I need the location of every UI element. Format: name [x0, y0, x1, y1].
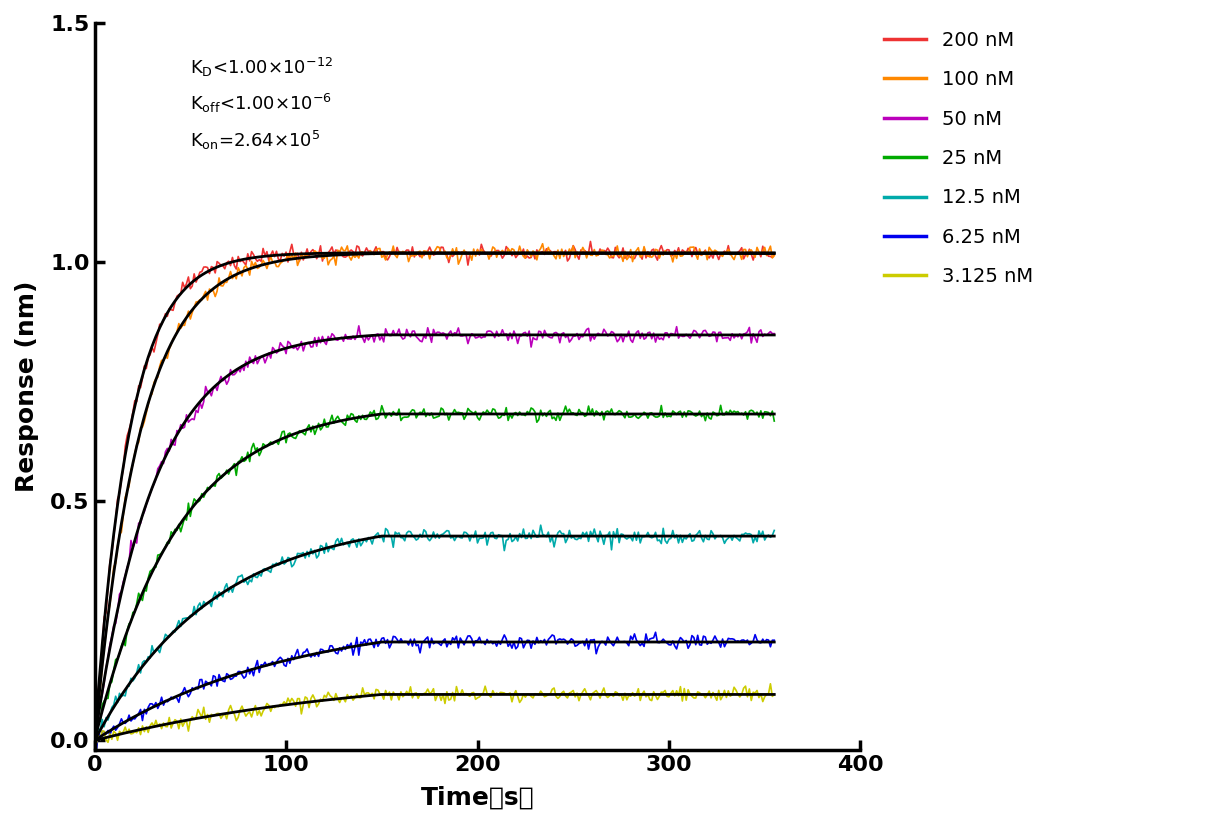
Legend: 200 nM, 100 nM, 50 nM, 25 nM, 12.5 nM, 6.25 nM, 3.125 nM: 200 nM, 100 nM, 50 nM, 25 nM, 12.5 nM, 6… — [876, 23, 1041, 294]
X-axis label: Time（s）: Time（s） — [420, 786, 535, 810]
Text: K$_\mathrm{on}$=2.64×10$^{5}$: K$_\mathrm{on}$=2.64×10$^{5}$ — [190, 129, 320, 152]
Y-axis label: Response (nm): Response (nm) — [15, 280, 39, 493]
Text: K$_\mathrm{off}$<1.00×10$^{-6}$: K$_\mathrm{off}$<1.00×10$^{-6}$ — [190, 92, 333, 116]
Text: K$_\mathrm{D}$<1.00×10$^{-12}$: K$_\mathrm{D}$<1.00×10$^{-12}$ — [190, 56, 333, 79]
